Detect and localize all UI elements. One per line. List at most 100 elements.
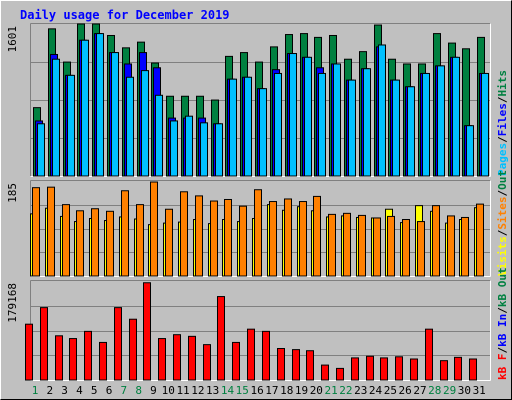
sites-legend-out: Out (496, 170, 509, 190)
pages-bar (170, 120, 178, 177)
kbf-bar (306, 350, 314, 381)
sites-bar (76, 210, 84, 277)
pages-bar (407, 86, 415, 177)
kbf-bar (321, 364, 329, 381)
kbf-bar (232, 341, 240, 381)
sites-bar (402, 219, 410, 277)
day-label: 26 (399, 384, 412, 397)
kbf-bar (425, 328, 433, 381)
pages-bar (200, 122, 208, 177)
sites-bar (91, 208, 99, 277)
sites-panel: 185 Visits/Sites/Out (6, 170, 509, 277)
pages-bar (348, 79, 356, 177)
day-label: 21 (325, 384, 338, 397)
pages-bar (81, 39, 89, 177)
sites-bar (47, 186, 55, 277)
kbf-bar (410, 358, 418, 381)
pages-bar (318, 72, 326, 177)
pages-bar (126, 76, 134, 177)
kbf-bar (454, 356, 462, 381)
day-label: 8 (135, 384, 142, 397)
pages-bar (229, 78, 237, 177)
day-label: 14 (221, 384, 235, 397)
day-label: 3 (61, 384, 68, 397)
pages-bar (466, 125, 474, 177)
kbytes-legend-kb-in: kB In (496, 314, 509, 347)
day-label: 23 (354, 384, 367, 397)
kbf-bar (173, 334, 181, 381)
pages-bar (437, 65, 445, 177)
sites-bar (447, 215, 455, 277)
hits-legend-hits: Hits (496, 70, 509, 97)
pages-bar (378, 44, 386, 177)
day-label: 10 (162, 384, 175, 397)
pages-bar (244, 76, 252, 177)
pages-bar (259, 88, 267, 177)
kbf-bar (188, 335, 196, 381)
sites-bar (269, 201, 277, 277)
sites-bar (180, 191, 188, 277)
sites-bar (165, 208, 173, 277)
day-label: 11 (176, 384, 189, 397)
kbf-bar (55, 335, 63, 381)
hits-legend-pages: Pages (496, 143, 509, 176)
sites-bar (284, 198, 292, 277)
day-label: 25 (384, 384, 397, 397)
sites-legend-visits: Visits (496, 236, 509, 276)
sites-bar (373, 217, 381, 277)
day-label: 30 (458, 384, 471, 397)
hits-legend-files: Files (496, 103, 509, 136)
day-label: 31 (473, 384, 486, 397)
sites-legend-sites: Sites (496, 197, 509, 230)
sites-bar (299, 201, 307, 277)
sites-bar (136, 204, 144, 277)
day-label: 22 (339, 384, 352, 397)
kbf-bar (440, 360, 448, 381)
pages-bar (304, 56, 312, 177)
day-label: 5 (91, 384, 98, 397)
sites-legend: Visits/Sites/Out (496, 170, 509, 276)
sites-bar (195, 195, 203, 277)
day-label: 13 (206, 384, 219, 397)
day-label: 4 (76, 384, 83, 397)
chart-title: Daily usage for December 2019 (20, 8, 230, 22)
kbf-bar (143, 282, 151, 381)
sites-bar (224, 198, 232, 277)
pages-bar (422, 72, 430, 177)
sites-bar (121, 190, 129, 277)
kbf-bar (262, 330, 270, 381)
pages-bar (333, 63, 341, 177)
kbytes-legend-separator: / (496, 307, 509, 314)
day-label: 12 (191, 384, 204, 397)
sites-bar (313, 195, 321, 277)
day-label: 9 (150, 384, 157, 397)
kbf-bar (366, 355, 374, 381)
day-label: 28 (428, 384, 441, 397)
kbytes-y-max-label: 179168 (6, 283, 19, 323)
pages-bar (274, 72, 282, 177)
sites-y-max-label: 185 (6, 183, 19, 203)
kbf-bar (247, 328, 255, 381)
pages-bar (67, 74, 75, 177)
sites-bar (343, 212, 351, 277)
hits-legend-separator: / (496, 136, 509, 143)
kbf-bar (277, 348, 285, 381)
sites-bar (106, 210, 114, 277)
pages-bar (215, 123, 223, 177)
sites-bar (476, 203, 484, 277)
pages-bar (37, 123, 45, 177)
pages-bar (185, 115, 193, 177)
chart-panels: 1601Pages/Files/Hits185Visits/Sites/Out1… (6, 23, 509, 381)
hits-legend-separator: / (496, 96, 509, 103)
day-label: 2 (46, 384, 53, 397)
sites-bar (62, 204, 70, 277)
kbf-bar (129, 318, 137, 381)
kbf-bar (84, 330, 92, 381)
sites-bar (239, 205, 247, 277)
kbf-bar (158, 338, 166, 381)
pages-bar (452, 56, 460, 177)
sites-bar (461, 216, 469, 277)
